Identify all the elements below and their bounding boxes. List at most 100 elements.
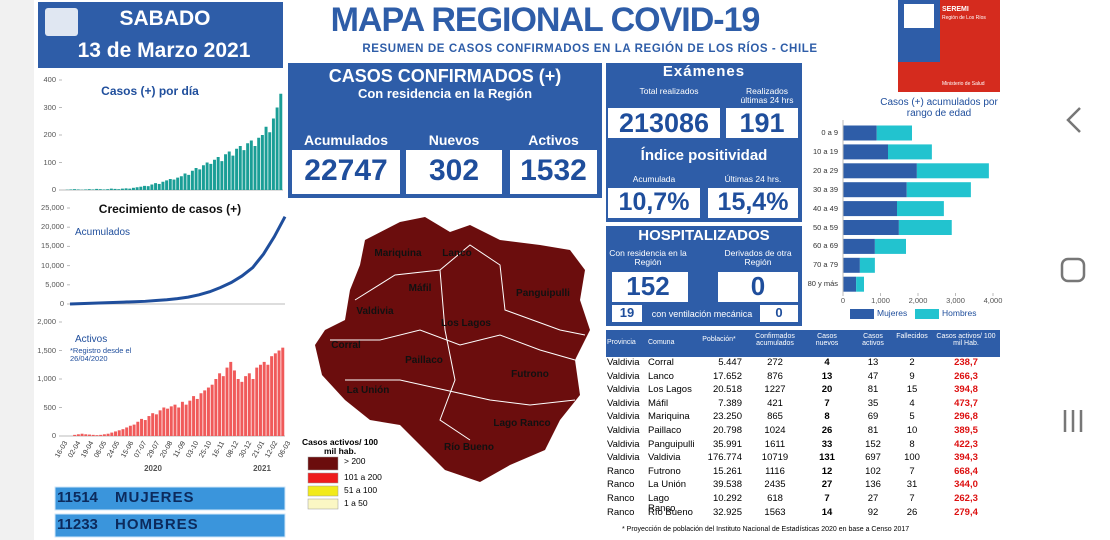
table-cell: Ranco <box>607 465 635 477</box>
commune-label: La Unión <box>346 385 390 396</box>
bar <box>165 180 169 190</box>
stat-value: 10,7% <box>618 188 690 216</box>
table-cell: 35 <box>867 397 879 409</box>
nav-recents[interactable] <box>1063 410 1083 432</box>
table-cell: Valdivia <box>648 452 681 464</box>
table-cell: 81 <box>867 425 879 436</box>
commune-label: Los Lagos <box>440 318 491 329</box>
column-header: Casos activos <box>862 333 884 348</box>
y-tick-label: 1,500 <box>37 345 56 355</box>
bar <box>874 238 906 254</box>
table-cell: 152 <box>865 438 881 450</box>
table-cell: 23.250 <box>712 411 742 423</box>
bar <box>139 186 143 190</box>
bar <box>271 118 275 190</box>
bar <box>281 347 285 436</box>
border <box>330 329 576 361</box>
y-tick-label: 0 <box>51 431 56 440</box>
table-cell: 32.925 <box>712 506 742 518</box>
bar <box>216 157 220 190</box>
bar <box>251 379 255 436</box>
bar <box>843 201 897 217</box>
bar <box>184 404 188 436</box>
legend-swatch <box>307 472 339 484</box>
stat-label: Con residencia en la Región <box>609 248 687 267</box>
bar <box>843 257 860 273</box>
bar <box>102 189 106 190</box>
table-cell: 238,7 <box>954 357 978 368</box>
y-tick-label: 300 <box>43 102 56 112</box>
bar <box>106 433 110 436</box>
bar <box>136 421 140 436</box>
stat-label: Acumulados <box>303 132 388 148</box>
commune-label: Futrono <box>511 369 549 380</box>
bar <box>131 187 135 190</box>
commune-label: Lago Ranco <box>493 418 551 429</box>
table-cell: 27 <box>867 493 879 504</box>
bar <box>275 107 279 190</box>
x-tick-label: 1,000 <box>871 296 890 305</box>
nav-home[interactable] <box>1060 257 1086 283</box>
bar <box>221 376 225 436</box>
gender-bar <box>54 513 286 538</box>
table-cell: 421 <box>767 397 783 409</box>
table-cell: 39.538 <box>712 479 742 491</box>
bar <box>213 159 216 190</box>
table-cell: 102 <box>865 465 881 477</box>
bar <box>183 173 187 190</box>
bar <box>255 367 259 436</box>
table-cell: 668,4 <box>954 465 978 477</box>
bar <box>154 414 158 436</box>
stat-value: 1532 <box>520 154 587 187</box>
value-box <box>292 150 400 194</box>
y-tick-label: 500 <box>43 402 56 412</box>
bar <box>69 189 73 190</box>
legend-label: Mujeres <box>877 308 908 318</box>
table-cell: 7 <box>909 465 915 477</box>
table-cell: 876 <box>767 370 783 382</box>
column-header: Casos activos/ 100 mil Hab. <box>936 333 996 348</box>
table-cell: 865 <box>767 411 783 423</box>
bar <box>843 220 899 235</box>
footnote: * Proyección de población del Instituto … <box>622 526 910 533</box>
y-tick-label: 25,000 <box>41 203 64 212</box>
value-box <box>406 150 502 194</box>
bar <box>201 165 205 190</box>
bar <box>205 162 209 190</box>
table-cell: 12 <box>821 465 833 477</box>
x-tick-label: 3,000 <box>946 296 965 305</box>
bar <box>76 434 80 436</box>
column-header: Casos nuevos <box>815 333 839 348</box>
table-cell: 176.774 <box>707 452 742 464</box>
category-label: 10 a 19 <box>812 146 838 156</box>
table-cell: 389,5 <box>954 425 978 436</box>
bar <box>80 433 84 436</box>
bar <box>246 143 250 190</box>
bar <box>897 201 944 217</box>
bar <box>244 376 248 436</box>
category-label: 80 y más <box>807 279 838 289</box>
bar <box>162 407 166 436</box>
bar <box>120 188 124 190</box>
nav-back[interactable] <box>1066 107 1081 133</box>
bar <box>176 177 180 190</box>
gender-value: 11514 <box>57 489 98 506</box>
bar <box>262 361 266 436</box>
bar <box>270 356 274 436</box>
y-tick-label: 5,000 <box>45 279 64 289</box>
table-cell: La Unión <box>648 479 687 491</box>
bar <box>279 93 283 190</box>
category-label: 40 a 49 <box>812 203 838 213</box>
bar <box>128 188 132 190</box>
stat-label: Total realizados <box>639 86 699 96</box>
bar <box>257 137 261 190</box>
bar <box>161 181 165 190</box>
table-cell: Ranco <box>607 506 635 518</box>
table-cell: 8 <box>909 438 915 450</box>
bar <box>179 176 183 190</box>
gender-label: MUJERES <box>115 489 195 506</box>
border <box>354 244 586 336</box>
bar <box>235 148 239 190</box>
bar <box>888 144 932 160</box>
y-tick-label: 0 <box>51 185 56 194</box>
